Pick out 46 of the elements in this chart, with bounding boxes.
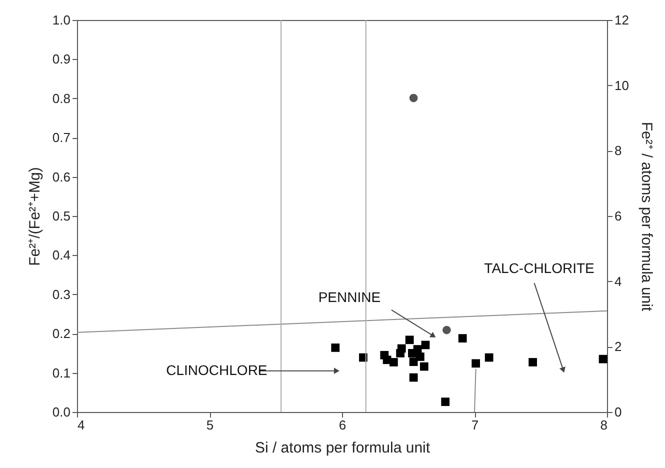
x-tick-label: 7	[471, 418, 479, 432]
y-tick-label: 0.0	[52, 404, 70, 420]
x-axis-title: Si / atoms per formula unit	[254, 440, 431, 456]
y2-tick-label: 10	[614, 78, 629, 93]
point	[598, 354, 608, 364]
annotation: TALC-CHLORITE	[484, 260, 594, 276]
point	[405, 336, 414, 344]
y-tick-label: 0.6	[52, 169, 70, 184]
x-tick-label: 8	[600, 418, 608, 432]
point	[421, 340, 430, 350]
y-tick-label: 0.8	[52, 90, 70, 106]
point	[331, 344, 340, 352]
y2-axis-title: Fe²⁺ / atoms per formula unit	[638, 122, 655, 312]
point	[528, 358, 537, 366]
y2-tick-label: 8	[614, 143, 622, 158]
point	[472, 359, 480, 368]
y-axis-title: Fe²⁺/(Fe²⁺+Mg)	[26, 167, 44, 266]
point	[396, 349, 404, 358]
y-tick-label: 0.7	[52, 130, 70, 146]
y-tick-label: 0.9	[52, 52, 70, 67]
y-tick-label: 0.1	[52, 365, 70, 380]
point	[409, 373, 418, 382]
y-tick-label: 0.3	[52, 286, 70, 302]
annotation: CLINOCHLORE	[166, 362, 268, 378]
point	[458, 334, 467, 342]
annotation: PENNINE	[318, 288, 381, 305]
point	[484, 353, 494, 362]
y2-tick-label: 4	[614, 274, 622, 289]
y-tick-label: 0.2	[52, 326, 70, 342]
y-tick-label: 1.0	[52, 12, 70, 28]
point	[409, 94, 418, 102]
point	[409, 358, 418, 366]
x-tick-label: 6	[338, 418, 346, 432]
y2-tick-label: 12	[614, 12, 629, 28]
point	[441, 398, 450, 406]
x-tick-label: 5	[206, 418, 214, 432]
y-tick-label: 0.5	[52, 208, 70, 224]
x-tick-label: 4	[78, 418, 85, 432]
y-tick-label: 0.4	[52, 248, 70, 263]
point	[416, 352, 424, 361]
y2-tick-label: 2	[614, 339, 622, 354]
y2-tick-label: 0	[614, 404, 622, 420]
y2-tick-label: 6	[614, 208, 622, 224]
point	[389, 358, 398, 366]
point	[442, 326, 451, 334]
point	[420, 362, 428, 371]
